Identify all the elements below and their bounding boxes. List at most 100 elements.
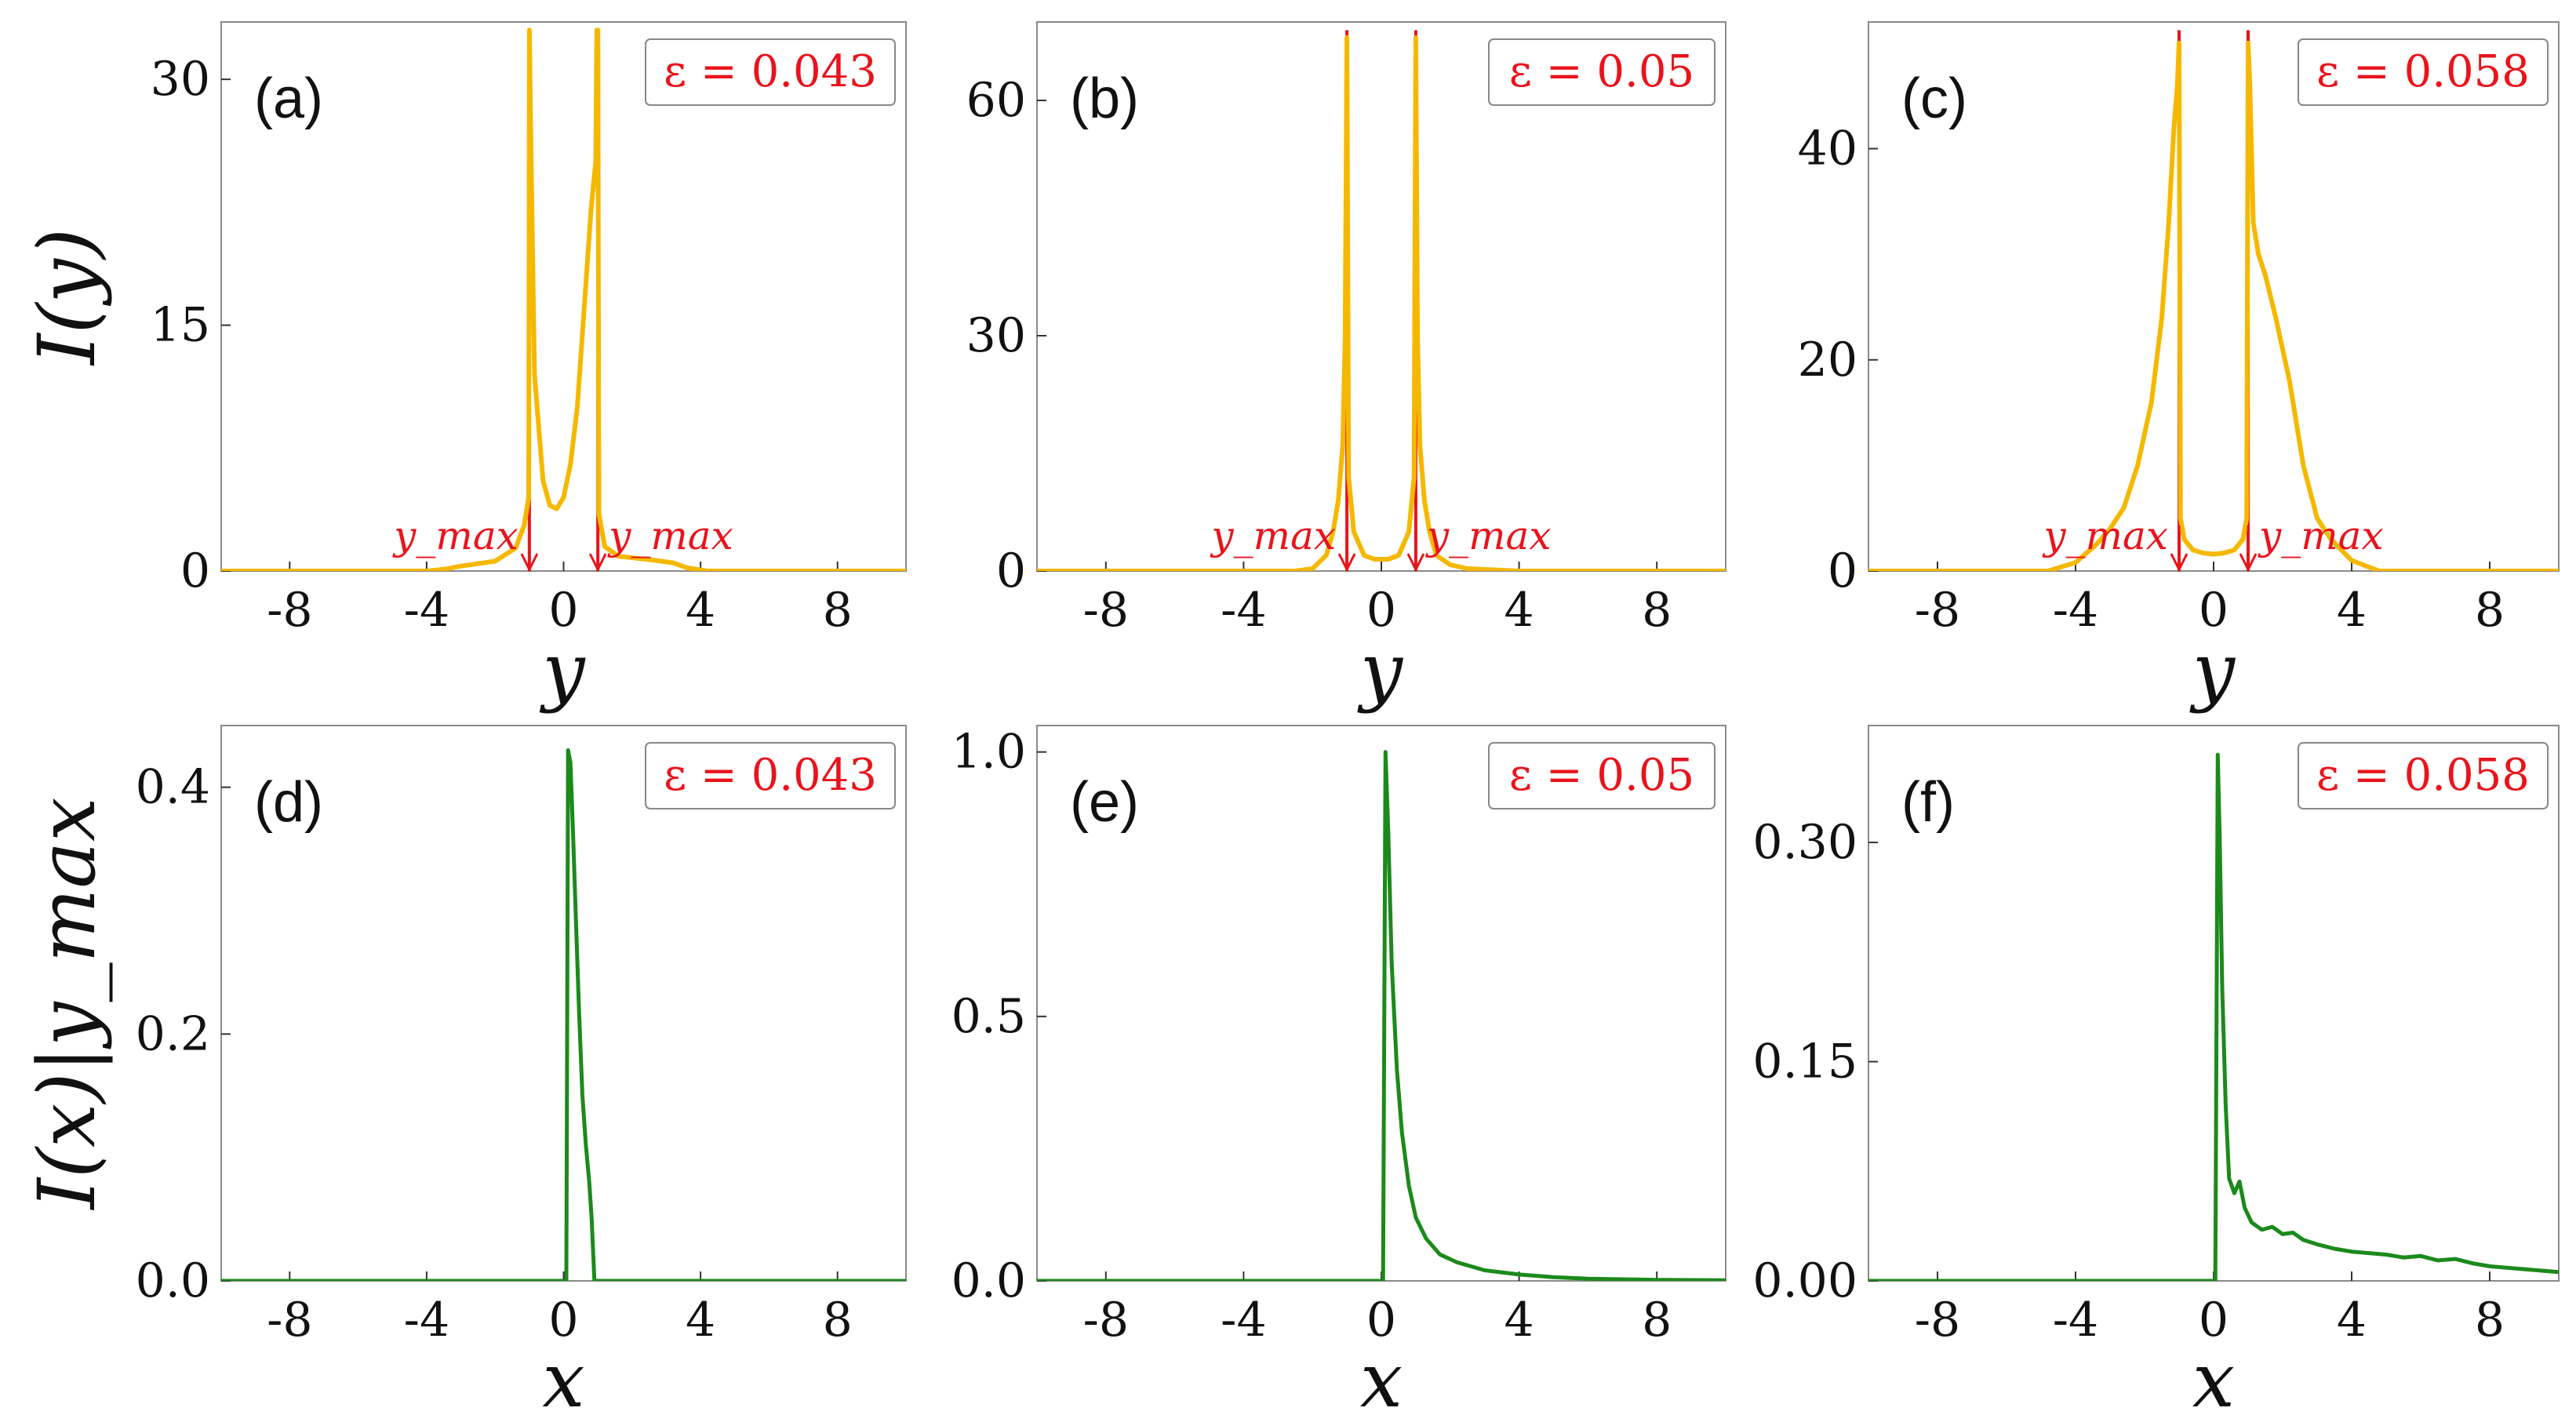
x-tick-label: 8 xyxy=(823,1293,853,1348)
x-tick-label: 0 xyxy=(548,1293,578,1348)
ymax-arrowhead xyxy=(2170,553,2189,573)
x-axis-label: y xyxy=(1357,627,1404,715)
y-tick-label: 30 xyxy=(966,308,1026,363)
legend-box xyxy=(645,742,896,809)
y-tick-label: 0.4 xyxy=(136,760,210,815)
panel-label: (c) xyxy=(1901,67,1967,130)
panel-a: -8 -4 0 4 8 0 15 30 y y_max y_max (a) ε = 0.043 xyxy=(151,21,907,715)
legend-box xyxy=(1488,38,1716,106)
x-tick-label: -4 xyxy=(1221,583,1266,638)
legend-epsilon: ε = 0.043 xyxy=(664,750,877,801)
legend-box xyxy=(645,38,896,106)
y-tick-label: 40 xyxy=(1798,122,1857,176)
y-tick-label: 0.00 xyxy=(1752,1253,1857,1308)
legend-epsilon: ε = 0.058 xyxy=(2316,750,2530,801)
x-tick-label: 0 xyxy=(2199,1293,2229,1348)
ymax-annotation: y_max xyxy=(392,513,518,558)
y-tick-label: 1.0 xyxy=(951,725,1026,780)
x-tick-label: -4 xyxy=(2053,583,2098,638)
y-tick-label: 0 xyxy=(996,544,1026,598)
x-axis-label: x xyxy=(542,1337,584,1415)
plot-area xyxy=(1868,30,2559,571)
ymax-annotation: y_max xyxy=(1425,513,1552,558)
x-tick-label: 0 xyxy=(2199,583,2229,638)
ymax-arrowhead xyxy=(1337,553,1356,573)
y-tick-label: 0.2 xyxy=(136,1006,210,1061)
x-tick-label: 4 xyxy=(686,1293,715,1348)
ymax-arrowhead xyxy=(520,553,539,573)
data-line xyxy=(221,27,906,571)
ymax-arrowhead xyxy=(1406,553,1425,573)
x-tick-label: 8 xyxy=(2475,583,2505,638)
x-tick-label: 8 xyxy=(823,583,853,638)
plot-area xyxy=(1037,750,1726,1281)
x-tick-label: -8 xyxy=(1083,583,1129,638)
panel-label: (d) xyxy=(254,771,323,834)
plot-area xyxy=(1037,30,1726,571)
plot-area xyxy=(221,748,906,1281)
data-line xyxy=(1037,750,1726,1281)
data-line xyxy=(1037,35,1726,571)
x-tick-label: -8 xyxy=(1083,1293,1129,1348)
x-tick-label: 4 xyxy=(1504,1293,1534,1348)
y-axis-label-top: I(y) xyxy=(21,228,113,366)
y-tick-label: 60 xyxy=(966,73,1026,128)
x-tick-label: 8 xyxy=(1642,1293,1672,1348)
data-line xyxy=(221,748,906,1281)
ymax-annotation: y_max xyxy=(2258,513,2384,558)
x-tick-label: 0 xyxy=(1366,583,1396,638)
x-tick-label: -4 xyxy=(404,1293,449,1348)
legend-epsilon: ε = 0.058 xyxy=(2316,46,2530,97)
y-tick-label: 0 xyxy=(1828,544,1857,598)
y-tick-label: 0.0 xyxy=(951,1253,1026,1308)
data-line xyxy=(1868,40,2559,571)
x-tick-label: 4 xyxy=(2337,1293,2367,1348)
y-tick-label: 0.0 xyxy=(136,1253,210,1308)
panel-c: -8 -4 0 4 8 0 20 40 y y_max y_max (c) ε = 0.058 xyxy=(1798,21,2560,715)
plot-area xyxy=(1868,752,2559,1281)
x-tick-label: -8 xyxy=(1915,1293,1960,1348)
x-tick-label: 4 xyxy=(686,583,715,638)
panel-b: -8 -4 0 4 8 0 30 60 y y_max y_max (b) ε = 0.05 xyxy=(966,21,1726,715)
legend-box xyxy=(2298,742,2549,809)
y-tick-label: 0.5 xyxy=(951,989,1026,1044)
y-tick-label: 30 xyxy=(151,52,210,107)
panel-f: -8 -4 0 4 8 0.00 0.15 0.30 x (f) ε = 0.058 xyxy=(1752,725,2560,1415)
x-tick-label: -4 xyxy=(404,583,449,638)
y-tick-label: 15 xyxy=(151,298,210,353)
panel-label: (b) xyxy=(1070,67,1139,130)
ymax-arrowhead xyxy=(588,553,607,573)
x-tick-label: -4 xyxy=(1221,1293,1266,1348)
plot-area xyxy=(221,27,906,571)
x-axis-label: x xyxy=(2192,1337,2235,1415)
y-tick-label: 0.15 xyxy=(1752,1035,1857,1089)
x-axis-label: y xyxy=(539,627,586,715)
y-axis-label-bottom: I(x)|y_max xyxy=(21,798,113,1211)
x-tick-label: 8 xyxy=(2475,1293,2505,1348)
panel-d: -8 -4 0 4 8 0.0 0.2 0.4 x (d) ε = 0.043 xyxy=(136,725,907,1415)
legend-box xyxy=(2298,38,2549,106)
x-tick-label: 0 xyxy=(548,583,578,638)
data-line xyxy=(1868,752,2559,1281)
x-tick-label: 0 xyxy=(1366,1293,1396,1348)
ymax-annotation: y_max xyxy=(1210,513,1336,558)
panel-e: -8 -4 0 4 8 0.0 0.5 1.0 x (e) ε = 0.05 xyxy=(951,725,1726,1415)
y-tick-label: 0.30 xyxy=(1752,815,1857,870)
x-axis-label: y xyxy=(2189,627,2236,715)
legend-epsilon: ε = 0.043 xyxy=(664,46,877,97)
x-tick-label: -8 xyxy=(267,583,312,638)
x-tick-label: 4 xyxy=(1504,583,1534,638)
ymax-annotation: y_max xyxy=(2042,513,2168,558)
x-tick-label: 4 xyxy=(2337,583,2367,638)
x-axis-label: x xyxy=(1360,1337,1403,1415)
panel-label: (a) xyxy=(254,67,323,130)
panel-label: (f) xyxy=(1901,771,1955,834)
ymax-arrowhead xyxy=(2239,553,2258,573)
x-tick-label: -4 xyxy=(2053,1293,2098,1348)
x-tick-label: 8 xyxy=(1642,583,1672,638)
y-tick-label: 20 xyxy=(1798,333,1857,387)
legend-epsilon: ε = 0.05 xyxy=(1509,750,1694,801)
x-tick-label: -8 xyxy=(1915,583,1960,638)
ymax-annotation: y_max xyxy=(607,513,733,558)
